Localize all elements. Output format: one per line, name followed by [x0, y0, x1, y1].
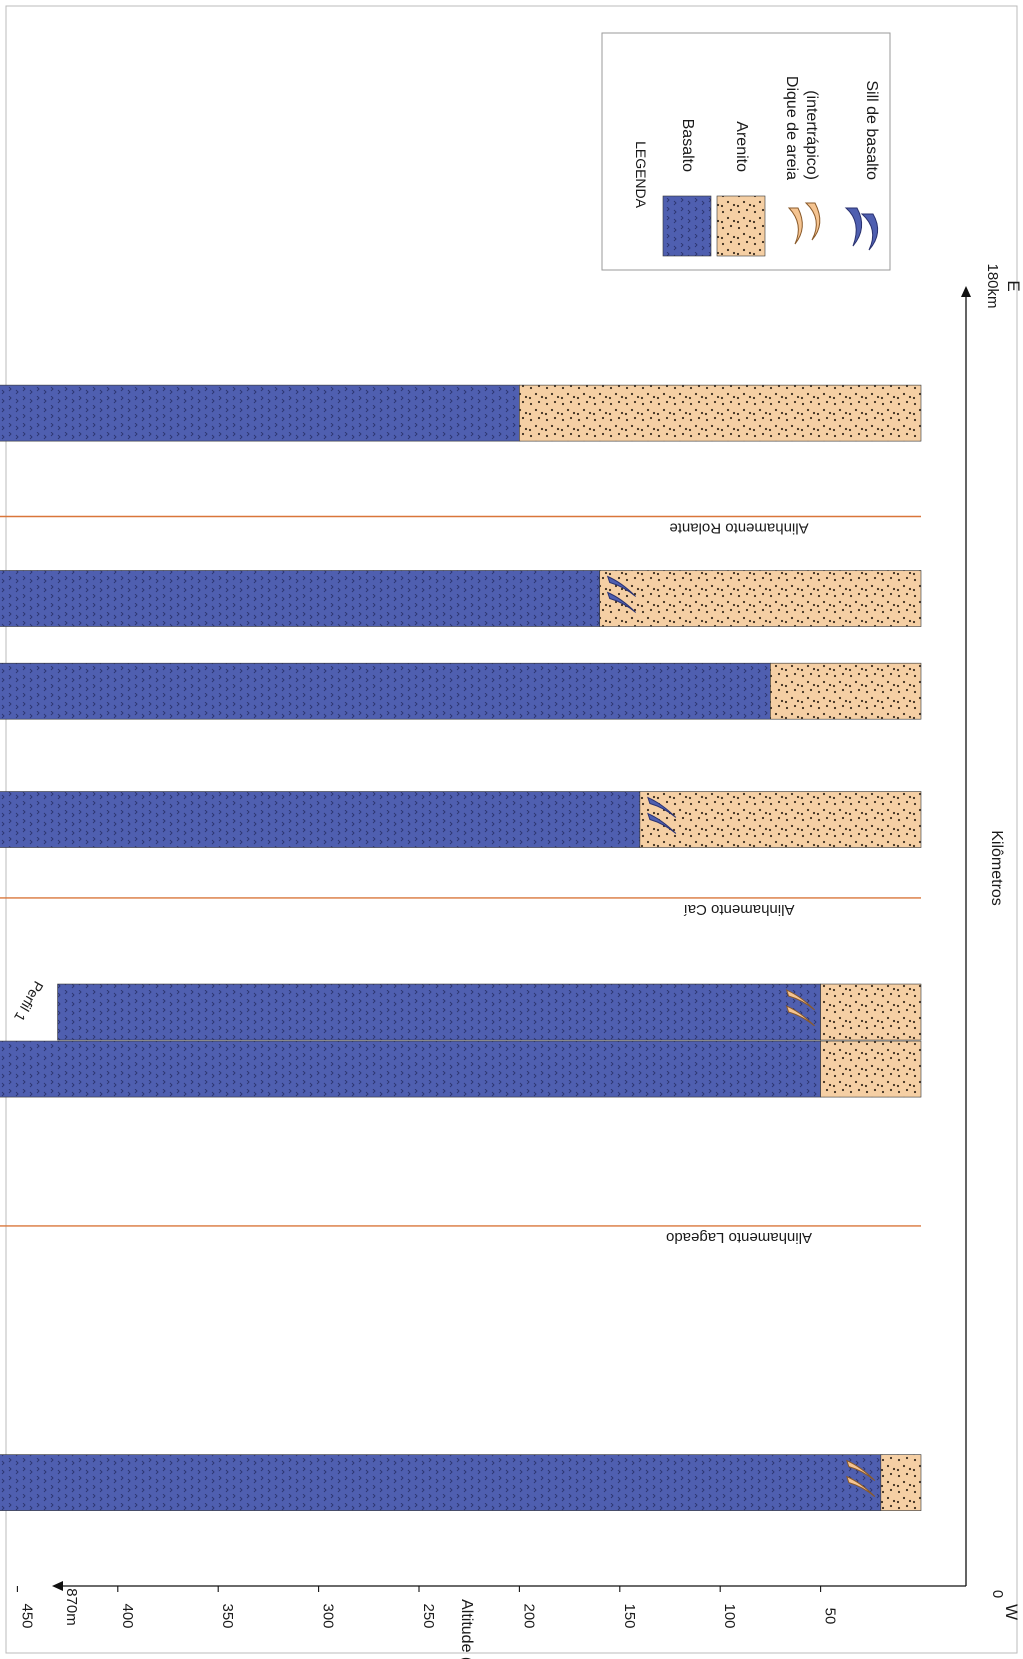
y-tick-label: 300: [320, 1603, 337, 1628]
sandstone-bar-perfil-6: [599, 570, 922, 627]
x-west-label: W: [1002, 1604, 1021, 1620]
y-tick-label: 100: [721, 1603, 738, 1628]
altitude-ticks: 8007507006506005505004504003503002502001…: [16, 1586, 839, 1629]
lineament-layer: Alinhamento Lageado Alinhamento Caí Alinha…: [0, 515, 921, 1246]
sandstone-bar-perfil-4: [639, 791, 922, 848]
x-east-label: E: [1004, 280, 1023, 291]
basalt-bar-perfil-4: [0, 791, 641, 848]
sandstone-bar-perfil-1: [820, 983, 922, 1041]
basalt-bar-perfil-1: [57, 983, 821, 1041]
y-tick-label: 250: [420, 1603, 437, 1628]
y-tick-label: 200: [520, 1603, 537, 1628]
sand-dike-icon: [787, 202, 821, 245]
sandstone-bar-perfil-7: [519, 384, 922, 442]
legend-label-dique: Dique de areia: [783, 76, 800, 180]
legend-label-dique-2: (intertrápico): [803, 90, 820, 180]
y-tick-label: 350: [219, 1603, 236, 1628]
lineament-label: Alinhamento Caí: [683, 901, 795, 918]
legend-title: LEGENDA: [633, 141, 649, 209]
legend: LEGENDA Basalto Arenito Dique de areia (…: [601, 32, 891, 271]
basalt-sill-icon: [606, 575, 637, 613]
sandstone-bar-perfil-2: [820, 1040, 922, 1098]
sand-dike-icon: [785, 989, 815, 1027]
profile-label: Perfil 1: [11, 979, 47, 1025]
x-end-label: 180km: [984, 263, 1001, 308]
altitude-axis-arrow-icon: [52, 1581, 63, 1591]
y-axis-title: Altitude (m): [458, 1599, 475, 1659]
sandstone-bar-perfil-5: [770, 662, 922, 720]
basalt-sill-icon: [647, 796, 677, 834]
sand-dike-icon: [846, 1459, 876, 1497]
x-axis-title: Kilômetros: [988, 830, 1005, 906]
basalt-bar-perfil-2: [0, 1040, 821, 1098]
profile-labels: Perfil 3Perfil 2Perfil 1Perfil 4Perfil 5…: [11, 979, 47, 1025]
basalt-sill-icon: [844, 207, 879, 251]
basalt-swatch-icon: [662, 195, 712, 257]
legend-label-basalto: Basalto: [679, 119, 696, 172]
distance-axis-arrow-icon: [961, 286, 971, 297]
profile-bars: [0, 384, 922, 1511]
y-tick-label: 50: [822, 1608, 839, 1625]
sandstone-swatch-icon: [716, 195, 766, 257]
x-origin-label: 0: [989, 1590, 1006, 1598]
lineament-label: Alinhamento Rolante: [669, 520, 808, 537]
y-tick-label: 150: [621, 1603, 638, 1628]
sandstone-bar-perfil-3: [880, 1454, 922, 1511]
y-tick-label: 450: [18, 1603, 35, 1628]
y-tick-label: 400: [119, 1603, 136, 1628]
basalt-bar-perfil-5: [0, 662, 771, 720]
lineament-label: Alinhamento Lageado: [666, 1229, 812, 1246]
legend-label-sill: Sill de basalto: [863, 80, 880, 180]
y-top-label: 870m: [63, 1588, 80, 1626]
basalt-bar-perfil-6: [0, 570, 601, 627]
basalt-bar-perfil-7: [0, 384, 520, 442]
basalt-bar-perfil-3: [0, 1454, 882, 1511]
legend-label-arenito: Arenito: [733, 121, 750, 172]
